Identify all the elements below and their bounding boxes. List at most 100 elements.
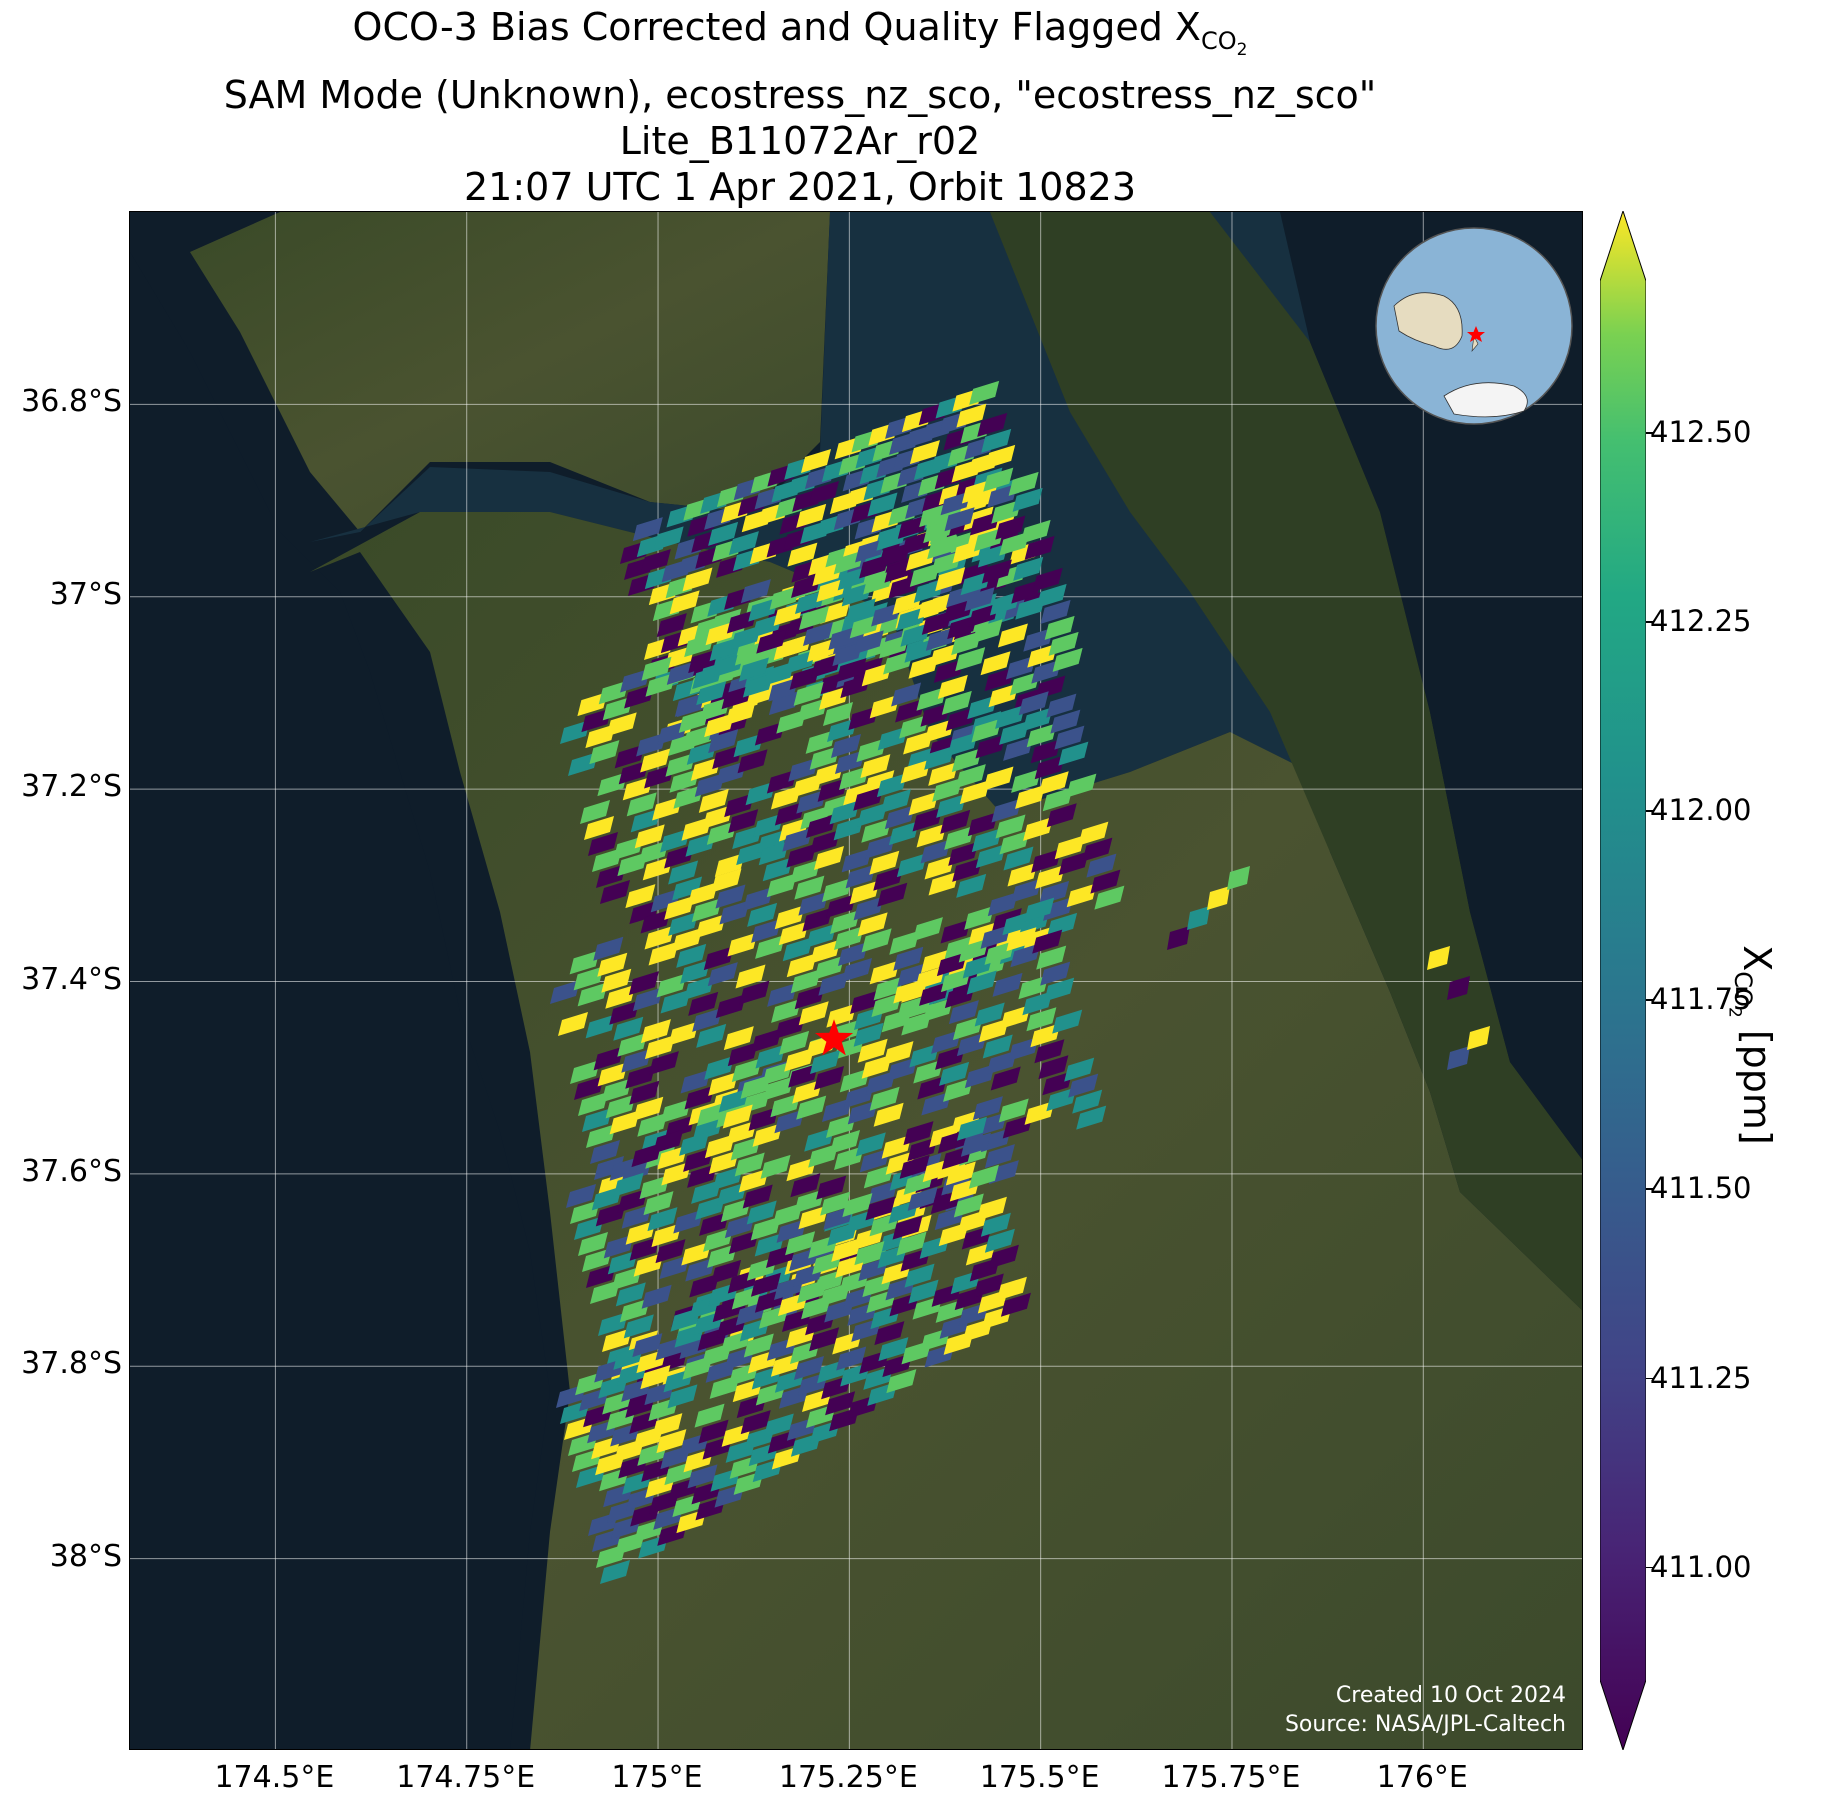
xco2-sounding <box>879 634 910 659</box>
xco2-sounding <box>876 526 907 551</box>
xco2-sounding <box>990 1066 1021 1091</box>
xco2-sounding <box>718 1088 749 1113</box>
xco2-sounding <box>692 1007 723 1032</box>
xco2-sounding <box>1015 595 1046 620</box>
xco2-sounding <box>813 761 844 786</box>
xco2-sounding <box>683 1147 714 1172</box>
xco2-sounding <box>702 804 733 829</box>
xco2-sounding <box>632 987 663 1012</box>
lon-tick-label: 176°E <box>1376 1760 1468 1795</box>
xco2-sounding <box>821 793 852 818</box>
xco2-sounding <box>871 602 902 627</box>
xco2-sounding <box>708 729 739 754</box>
xco2-sounding <box>655 1239 686 1264</box>
xco2-sounding <box>896 1231 927 1256</box>
xco2-sounding <box>1187 906 1210 930</box>
lat-tick-label: 37.2°S <box>21 769 122 805</box>
xco2-sounding <box>919 981 950 1006</box>
xco2-sounding <box>785 1231 816 1256</box>
xco2-sounding <box>826 1114 856 1138</box>
xco2-sounding <box>861 1054 892 1079</box>
xco2-sounding <box>837 566 868 591</box>
xco2-sounding <box>864 770 895 795</box>
xco2-sounding <box>712 1166 743 1191</box>
xco2-sounding <box>796 1095 827 1120</box>
xco2-sounding <box>883 1041 914 1066</box>
xco2-sounding <box>867 1180 898 1205</box>
xco2-sounding <box>594 1156 624 1180</box>
xco2-sounding <box>586 1264 616 1288</box>
xco2-sounding <box>621 1048 652 1073</box>
xco2-sounding <box>1000 1004 1031 1029</box>
xco2-sounding <box>585 724 616 749</box>
xco2-sounding <box>774 905 805 930</box>
xco2-sounding <box>800 805 831 830</box>
xco2-sounding <box>809 481 839 505</box>
xco2-sounding <box>740 1074 771 1099</box>
xco2-sounding <box>793 681 824 706</box>
xco2-sounding <box>929 642 960 667</box>
xco2-sounding <box>699 1211 730 1236</box>
xco2-sounding <box>665 752 696 777</box>
xco2-sounding <box>669 768 700 793</box>
title-line-4: 21:07 UTC 1 Apr 2021, Orbit 10823 <box>463 165 1136 210</box>
xco2-sounding <box>1032 567 1063 592</box>
title-line-2: SAM Mode (Unknown), ecostress_nz_sco, "e… <box>223 73 1377 118</box>
xco2-sounding <box>848 706 879 731</box>
xco2-sounding <box>924 745 955 770</box>
xco2-sounding <box>715 884 746 909</box>
xco2-sounding <box>1052 1009 1083 1034</box>
xco2-sounding <box>597 772 628 797</box>
xco2-sounding <box>968 921 999 946</box>
lon-tick-label: 175.5°E <box>979 1760 1100 1795</box>
xco2-sounding <box>595 1202 626 1227</box>
xco2-sounding <box>659 1255 690 1280</box>
xco2-sounding <box>1167 926 1190 950</box>
xco2-sounding <box>760 1154 791 1179</box>
xco2-sounding <box>839 1068 870 1093</box>
xco2-sounding <box>764 661 795 686</box>
xco2-sounding <box>948 841 979 866</box>
xco2-sounding <box>668 1021 699 1046</box>
xco2-sounding <box>614 744 645 769</box>
xco2-sounding <box>1072 1089 1103 1114</box>
xco2-sounding <box>1023 816 1054 841</box>
xco2-sounding <box>968 1164 999 1189</box>
xco2-sounding <box>652 796 683 821</box>
xco2-sounding <box>640 909 671 934</box>
xco2-sounding <box>834 1146 864 1170</box>
colorbar-tick-label: 412.00 <box>1650 793 1752 828</box>
xco2-sounding <box>947 732 978 757</box>
xco2-sounding <box>856 738 887 763</box>
xco2-sounding <box>1090 869 1121 894</box>
xco2-sounding <box>893 946 924 971</box>
xco2-sounding <box>892 590 923 615</box>
xco2-sounding <box>640 1019 671 1044</box>
map-panel[interactable]: Created 10 Oct 2024 Source: NASA/JPL-Cal… <box>129 211 1583 1750</box>
xco2-sounding <box>984 1228 1015 1253</box>
xco2-sounding <box>928 761 959 786</box>
xco2-sounding <box>625 884 656 909</box>
xco2-sounding <box>816 578 847 603</box>
xco2-sounding <box>1027 643 1058 668</box>
xco2-sounding <box>617 1188 648 1213</box>
xco2-sounding <box>1046 1087 1077 1112</box>
xco2-sounding <box>625 1064 656 1089</box>
xco2-sounding <box>714 852 745 877</box>
xco2-sounding <box>789 665 820 690</box>
xco2-sounding <box>735 964 766 989</box>
lat-tick-label: 37.8°S <box>21 1346 122 1382</box>
xco2-sounding <box>897 962 928 987</box>
xco2-sounding <box>839 766 869 790</box>
xco2-sounding <box>809 745 840 770</box>
xco2-sounding <box>1024 897 1055 922</box>
xco2-sounding <box>617 852 648 877</box>
xco2-sounding <box>1003 736 1034 761</box>
xco2-sounding <box>700 697 731 722</box>
xco2-sounding <box>762 1061 793 1086</box>
xco2-sounding <box>726 1120 757 1145</box>
xco2-sounding <box>964 1064 995 1089</box>
xco2-sounding <box>869 694 900 719</box>
xco2-sounding <box>956 1032 987 1057</box>
xco2-sounding <box>849 614 880 639</box>
